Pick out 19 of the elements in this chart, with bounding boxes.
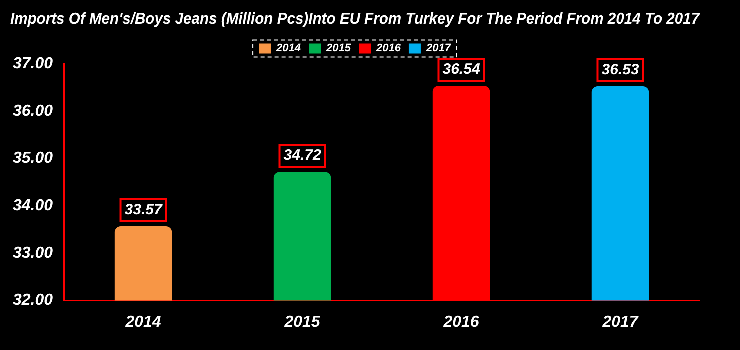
- y-tick-label: 34.00: [12, 198, 54, 215]
- chart-title: Imports Of Men's/Boys Jeans (Million Pcs)Into EU From Turkey For The Period From 2014 To 2017: [10, 10, 701, 28]
- x-tick-label: 2014: [124, 314, 162, 331]
- y-tick-label: 32.00: [12, 292, 54, 310]
- legend-label: 2016: [376, 42, 402, 55]
- x-tick-label: 2016: [442, 314, 480, 331]
- y-tick-label: 35.00: [12, 150, 54, 168]
- y-tick-label: 37.00: [12, 56, 54, 73]
- x-tick-label: 2017: [602, 314, 640, 331]
- x-tick-label: 2015: [284, 314, 322, 331]
- data-label: 34.72: [284, 147, 322, 164]
- y-tick-label: 36.00: [12, 102, 54, 120]
- data-label: 36.54: [442, 61, 481, 78]
- y-tick-label: 33.00: [12, 244, 54, 262]
- legend-label: 2014: [276, 42, 302, 55]
- data-label: 33.57: [124, 202, 163, 219]
- legend-label: 2017: [425, 42, 452, 55]
- data-label: 36.53: [602, 62, 640, 79]
- legend-label: 2015: [326, 42, 352, 55]
